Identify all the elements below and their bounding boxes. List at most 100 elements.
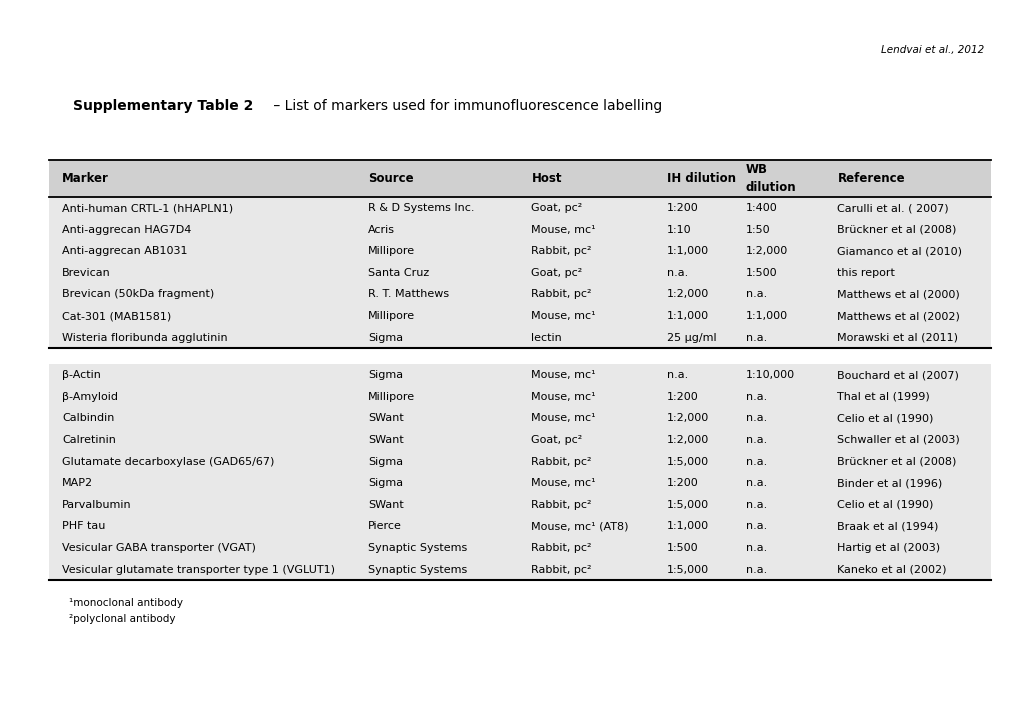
Text: Matthews et al (2000): Matthews et al (2000)	[837, 289, 959, 300]
Text: Rabbit, pc²: Rabbit, pc²	[531, 289, 591, 300]
Text: Mouse, mc¹: Mouse, mc¹	[531, 311, 595, 321]
Text: SWant: SWant	[368, 500, 404, 510]
Text: Goat, pc²: Goat, pc²	[531, 268, 582, 278]
Text: n.a.: n.a.	[745, 333, 766, 343]
Text: Rabbit, pc²: Rabbit, pc²	[531, 456, 591, 467]
Text: Sigma: Sigma	[368, 333, 403, 343]
Text: dilution: dilution	[745, 181, 796, 194]
Text: Matthews et al (2002): Matthews et al (2002)	[837, 311, 959, 321]
Text: n.a.: n.a.	[745, 435, 766, 445]
Bar	[49, 305, 990, 327]
Text: Calretinin: Calretinin	[62, 435, 116, 445]
Bar	[49, 451, 990, 472]
Text: n.a.: n.a.	[745, 543, 766, 553]
Text: Braak et al (1994): Braak et al (1994)	[837, 521, 937, 531]
Text: Brevican (50kDa fragment): Brevican (50kDa fragment)	[62, 289, 214, 300]
Bar	[49, 219, 990, 240]
Text: Cat-301 (MAB1581): Cat-301 (MAB1581)	[62, 311, 171, 321]
Bar	[49, 537, 990, 559]
Text: Sigma: Sigma	[368, 478, 403, 488]
Text: 1:50: 1:50	[745, 225, 769, 235]
Bar	[49, 284, 990, 305]
Bar	[49, 327, 990, 348]
Text: 1:5,000: 1:5,000	[666, 500, 708, 510]
Text: Rabbit, pc²: Rabbit, pc²	[531, 564, 591, 575]
Text: SWant: SWant	[368, 413, 404, 423]
Text: Kaneko et al (2002): Kaneko et al (2002)	[837, 564, 946, 575]
Text: Anti-aggrecan HAG7D4: Anti-aggrecan HAG7D4	[62, 225, 192, 235]
Text: 1:2,000: 1:2,000	[666, 413, 708, 423]
Text: 1:10,000: 1:10,000	[745, 370, 794, 380]
Text: Marker: Marker	[62, 172, 109, 185]
Text: n.a.: n.a.	[745, 478, 766, 488]
Bar	[49, 364, 990, 386]
Text: 1:200: 1:200	[666, 478, 698, 488]
Text: Lendvai et al., 2012: Lendvai et al., 2012	[880, 45, 983, 55]
Text: n.a.: n.a.	[666, 268, 688, 278]
Bar	[49, 240, 990, 262]
Text: ²polyclonal antibody: ²polyclonal antibody	[69, 614, 175, 624]
Text: n.a.: n.a.	[745, 500, 766, 510]
Text: Mouse, mc¹: Mouse, mc¹	[531, 392, 595, 402]
Text: Acris: Acris	[368, 225, 394, 235]
Text: Hartig et al (2003): Hartig et al (2003)	[837, 543, 940, 553]
Text: Mouse, mc¹: Mouse, mc¹	[531, 413, 595, 423]
Text: Mouse, mc¹ (AT8): Mouse, mc¹ (AT8)	[531, 521, 629, 531]
Text: Celio et al (1990): Celio et al (1990)	[837, 413, 932, 423]
Text: 1:200: 1:200	[666, 392, 698, 402]
Text: lectin: lectin	[531, 333, 561, 343]
Bar	[49, 494, 990, 516]
Text: n.a.: n.a.	[745, 456, 766, 467]
Text: Schwaller et al (2003): Schwaller et al (2003)	[837, 435, 959, 445]
Text: n.a.: n.a.	[745, 289, 766, 300]
Bar	[49, 472, 990, 494]
Text: n.a.: n.a.	[745, 564, 766, 575]
Text: Synaptic Systems: Synaptic Systems	[368, 543, 467, 553]
Text: Vesicular glutamate transporter type 1 (VGLUT1): Vesicular glutamate transporter type 1 (…	[62, 564, 335, 575]
Text: Brevican: Brevican	[62, 268, 111, 278]
Bar	[49, 160, 990, 197]
Text: Santa Cruz: Santa Cruz	[368, 268, 429, 278]
Text: 1:500: 1:500	[666, 543, 698, 553]
Text: SWant: SWant	[368, 435, 404, 445]
Text: Millipore: Millipore	[368, 246, 415, 256]
Text: PHF tau: PHF tau	[62, 521, 106, 531]
Text: ¹monoclonal antibody: ¹monoclonal antibody	[69, 598, 183, 608]
Text: 1:5,000: 1:5,000	[666, 564, 708, 575]
Bar	[49, 386, 990, 408]
Text: Vesicular GABA transporter (VGAT): Vesicular GABA transporter (VGAT)	[62, 543, 256, 553]
Text: Binder et al (1996): Binder et al (1996)	[837, 478, 942, 488]
Text: 1:10: 1:10	[666, 225, 691, 235]
Text: Morawski et al (2011): Morawski et al (2011)	[837, 333, 958, 343]
Text: 25 μg/ml: 25 μg/ml	[666, 333, 716, 343]
Text: Celio et al (1990): Celio et al (1990)	[837, 500, 932, 510]
Text: MAP2: MAP2	[62, 478, 94, 488]
Text: Millipore: Millipore	[368, 392, 415, 402]
Text: 1:2,000: 1:2,000	[745, 246, 787, 256]
Text: Millipore: Millipore	[368, 311, 415, 321]
Text: n.a.: n.a.	[666, 370, 688, 380]
Text: this report: this report	[837, 268, 895, 278]
Text: Supplementary Table 2: Supplementary Table 2	[73, 99, 254, 113]
Text: β-Actin: β-Actin	[62, 370, 101, 380]
Text: 1:500: 1:500	[745, 268, 776, 278]
Text: Synaptic Systems: Synaptic Systems	[368, 564, 467, 575]
Text: IH dilution: IH dilution	[666, 172, 736, 185]
Text: Goat, pc²: Goat, pc²	[531, 203, 582, 213]
Text: Mouse, mc¹: Mouse, mc¹	[531, 225, 595, 235]
Text: Sigma: Sigma	[368, 370, 403, 380]
Text: 1:2,000: 1:2,000	[666, 435, 708, 445]
Text: 1:1,000: 1:1,000	[666, 521, 708, 531]
Text: Pierce: Pierce	[368, 521, 401, 531]
Text: 1:200: 1:200	[666, 203, 698, 213]
Text: Bouchard et al (2007): Bouchard et al (2007)	[837, 370, 958, 380]
Text: Wisteria floribunda agglutinin: Wisteria floribunda agglutinin	[62, 333, 227, 343]
Text: Anti-aggrecan AB1031: Anti-aggrecan AB1031	[62, 246, 187, 256]
Text: n.a.: n.a.	[745, 413, 766, 423]
Bar	[49, 559, 990, 580]
Text: Brückner et al (2008): Brückner et al (2008)	[837, 225, 956, 235]
Text: – List of markers used for immunofluorescence labelling: – List of markers used for immunofluores…	[269, 99, 662, 113]
Text: Rabbit, pc²: Rabbit, pc²	[531, 500, 591, 510]
Text: Sigma: Sigma	[368, 456, 403, 467]
Text: Mouse, mc¹: Mouse, mc¹	[531, 478, 595, 488]
